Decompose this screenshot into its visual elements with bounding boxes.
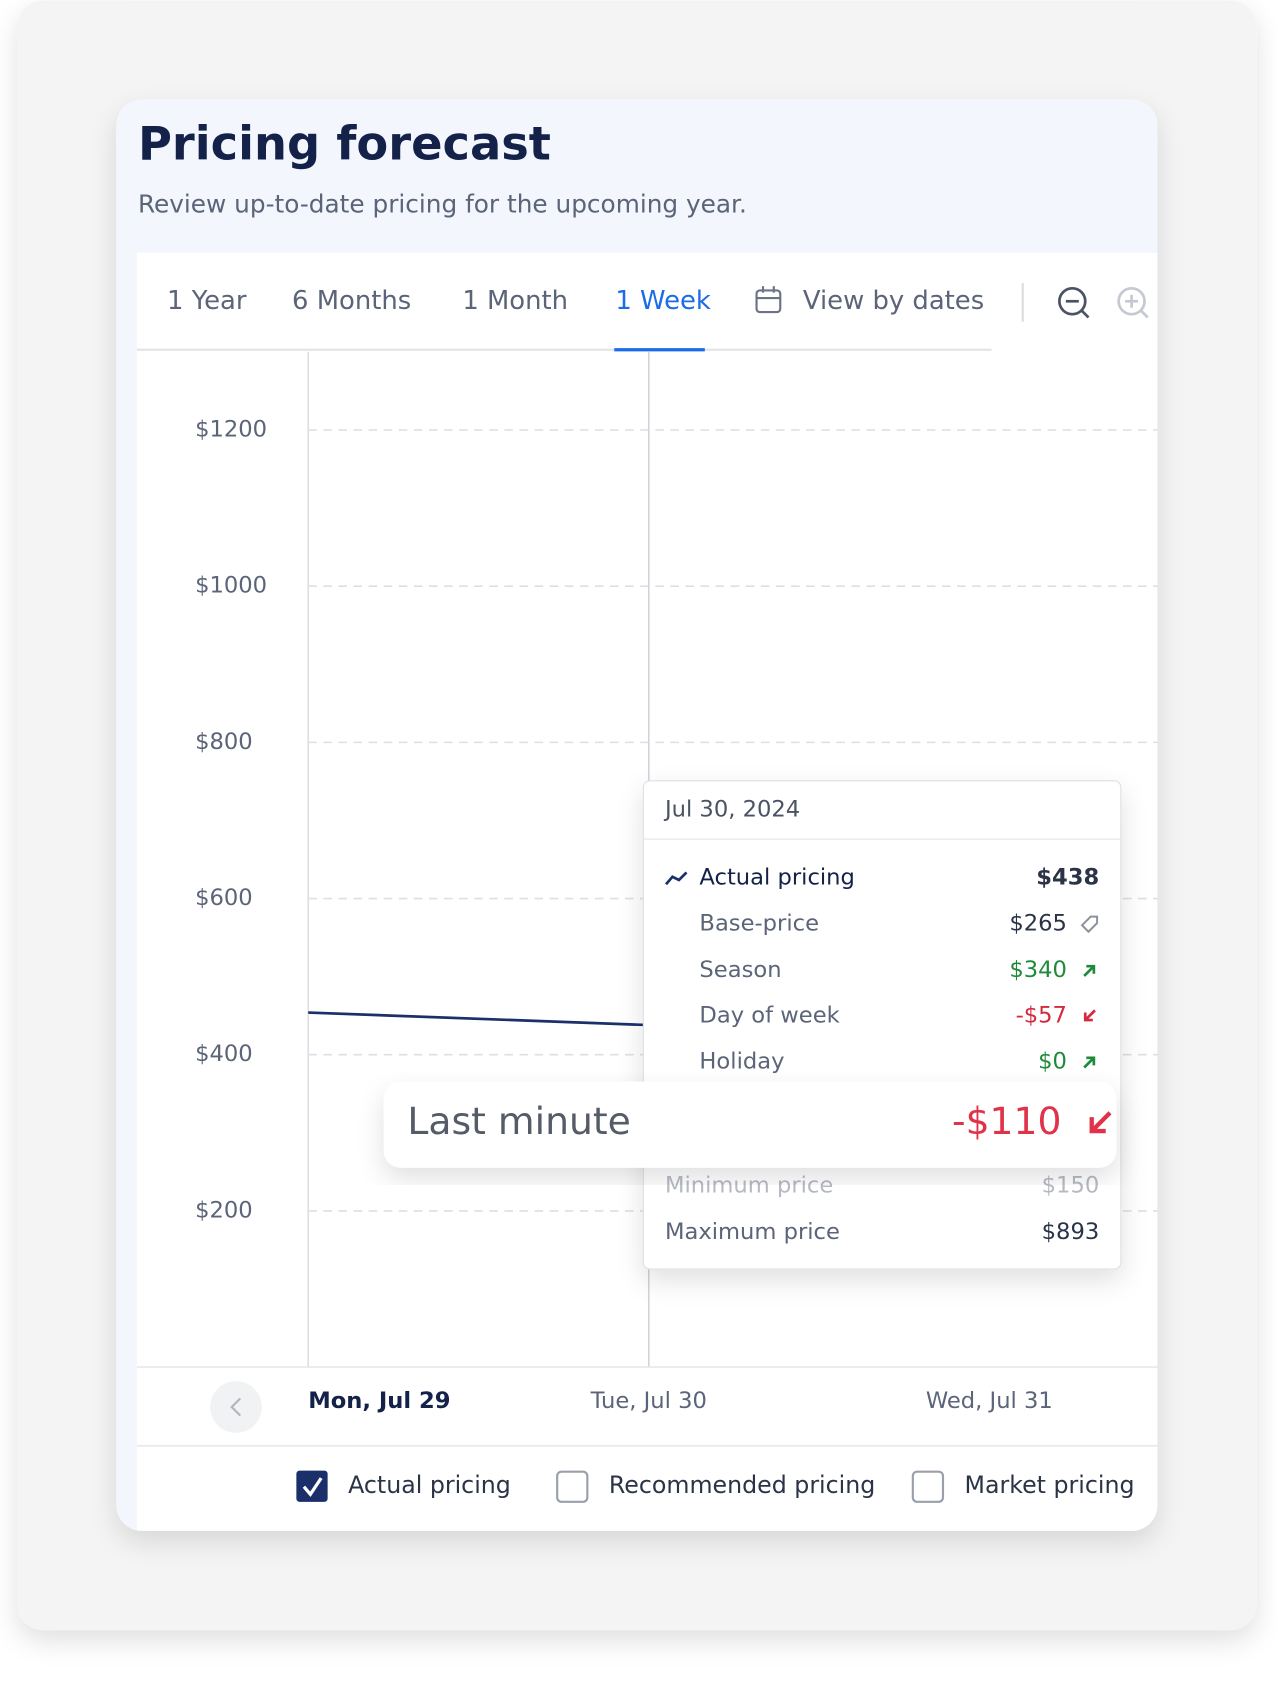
x-tick-label: Mon, Jul 29 [308,1388,450,1414]
checkbox[interactable] [911,1470,945,1503]
prev-chevron [230,1397,242,1417]
tab[interactable]: 6 Months [292,286,411,316]
prev-button[interactable] [210,1381,262,1433]
y-tick-label: $400 [195,1041,253,1067]
checkbox-checked[interactable] [296,1470,328,1502]
tooltip-value: -$57 [1016,1002,1067,1028]
x-tick-label: Wed, Jul 31 [926,1388,1053,1414]
y-tick-label: $600 [195,885,253,911]
tooltip-value: $0 [1038,1049,1067,1075]
checkbox[interactable] [556,1470,589,1503]
tooltip-label: Actual pricing [699,864,854,890]
tooltip-label: Season [699,957,781,983]
subtitle: Review up-to-date pricing for the upcomi… [138,189,747,218]
title: Pricing forecast [138,117,551,171]
legend-label: Actual pricing [348,1471,511,1499]
tooltip-label: Day of week [699,1002,840,1028]
highlight-row [383,1081,1117,1168]
calendar-icon [755,286,782,314]
trend-icon [1089,1111,1112,1134]
tooltip-value: $150 [1042,1173,1100,1199]
legend-label: Recommended pricing [609,1471,875,1499]
highlight-value: -$110 [952,1099,1062,1143]
check-mark [302,1477,323,1497]
card-margin [116,252,137,1531]
tab[interactable]: 1 Year [167,286,247,316]
zoom-in[interactable] [1117,286,1149,319]
trend-icons [1083,964,1096,1069]
tooltip-value: $893 [1042,1219,1100,1245]
y-tick-label: $800 [195,729,253,755]
tooltip-label: Base-price [699,911,819,937]
tooltip-date: Jul 30, 2024 [663,796,800,822]
highlight-label: Last minute [407,1099,630,1143]
tooltip-value: $438 [1036,864,1099,890]
y-tick-label: $200 [195,1197,253,1223]
tab[interactable]: View by dates [803,286,984,316]
y-tick-label: $1000 [195,573,267,599]
zoom-out[interactable] [1058,286,1090,319]
tag-icon [1080,915,1099,934]
tooltip-value: $340 [1009,957,1067,983]
card-header [116,99,1158,253]
legend-label: Market pricing [965,1471,1135,1499]
tab-active[interactable]: 1 Week [615,286,711,316]
y-tick-label: $1200 [195,417,267,443]
x-tick-label: Tue, Jul 30 [590,1388,707,1414]
tab[interactable]: 1 Month [462,286,568,316]
series-icon [664,871,688,886]
tooltip-value: $265 [1009,911,1067,937]
tooltip-label: Maximum price [665,1219,840,1245]
tooltip-label: Minimum price [665,1173,833,1199]
tooltip-label: Holiday [699,1049,784,1075]
